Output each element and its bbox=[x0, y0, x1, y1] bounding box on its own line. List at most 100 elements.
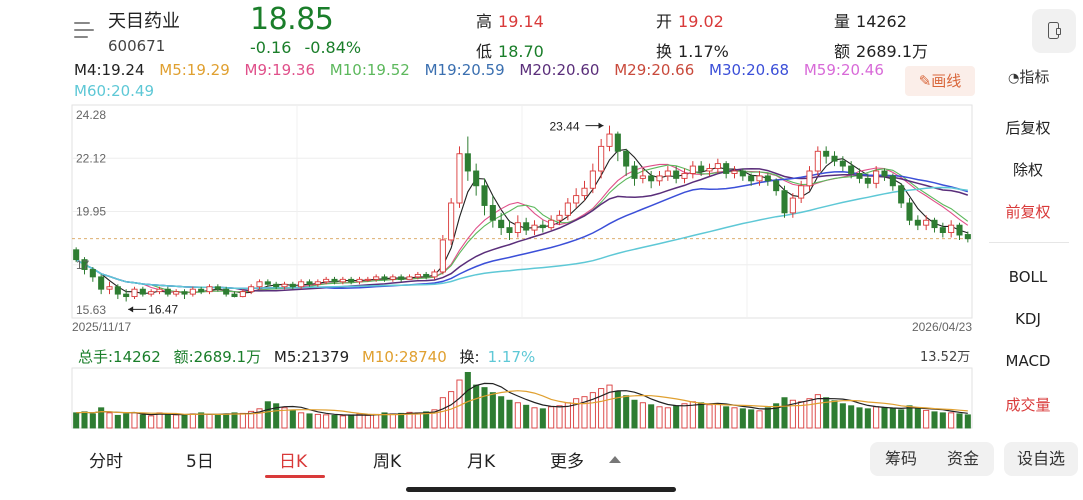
candle-body bbox=[223, 288, 230, 295]
candle bbox=[173, 289, 180, 297]
volume-panel-frame bbox=[71, 367, 973, 429]
caret-up-icon[interactable] bbox=[609, 456, 621, 463]
volume-bar bbox=[748, 409, 755, 429]
candle-body bbox=[214, 286, 221, 290]
volume-bar bbox=[114, 414, 121, 429]
candle bbox=[514, 215, 521, 238]
landscape-toggle-button[interactable] bbox=[1032, 9, 1076, 53]
indicator-button[interactable]: ◔指标 bbox=[1008, 66, 1049, 87]
low-annotation: 16.47 bbox=[148, 302, 178, 316]
candle-body bbox=[456, 153, 463, 204]
volume-turnover: 换: 1.17% bbox=[460, 348, 544, 366]
candle bbox=[214, 284, 221, 292]
volume-bars bbox=[73, 371, 971, 429]
x-start-date: 2025/11/17 bbox=[72, 320, 131, 334]
side-item-ex-rights[interactable]: 除权 bbox=[1012, 161, 1043, 179]
volume-bar bbox=[631, 399, 638, 429]
candle bbox=[414, 271, 421, 280]
volume-bar bbox=[439, 397, 446, 429]
volume-bar bbox=[864, 408, 871, 429]
tab-more[interactable]: 更多 bbox=[550, 452, 584, 472]
candle bbox=[889, 173, 896, 191]
volume-bar bbox=[506, 399, 513, 429]
turnover-value: 1.17% bbox=[678, 42, 729, 61]
y-tick-label: 17 bbox=[76, 258, 90, 272]
candle bbox=[598, 138, 605, 179]
candle bbox=[931, 217, 938, 233]
candle bbox=[823, 146, 830, 164]
candle-body bbox=[548, 219, 555, 229]
candle-body bbox=[848, 165, 855, 174]
side-item-post-adjust[interactable]: 后复权 bbox=[1005, 119, 1051, 137]
candle bbox=[264, 279, 271, 287]
tab-5day[interactable]: 5日 bbox=[186, 452, 214, 472]
high-arrow-head bbox=[598, 122, 604, 129]
candle bbox=[806, 166, 813, 191]
candle bbox=[464, 136, 471, 181]
side-item-volume[interactable]: 成交量 bbox=[1005, 396, 1051, 414]
candle bbox=[689, 161, 696, 179]
candle-body bbox=[839, 160, 846, 167]
kline-chart[interactable]: 24.28 22.12 19.95 17 15.63 2025/11/17 2026/04/… bbox=[0, 0, 985, 436]
draw-line-button[interactable]: ✎画线 bbox=[905, 66, 975, 96]
tab-daily-k[interactable]: 日K bbox=[279, 452, 308, 472]
volume-bar bbox=[331, 414, 338, 429]
ma-legend-m20: M20:20.60 bbox=[519, 61, 600, 79]
volume-bar bbox=[481, 387, 488, 429]
candle bbox=[606, 125, 613, 152]
candle-body bbox=[856, 173, 863, 179]
volume-turnover-prefix: 换: bbox=[459, 348, 480, 366]
volume-turnover-value: 1.17% bbox=[487, 348, 536, 366]
candle bbox=[348, 276, 355, 285]
open-value: 19.02 bbox=[678, 12, 724, 31]
candle-body bbox=[881, 170, 888, 177]
volume-bar bbox=[131, 412, 138, 429]
candle bbox=[389, 274, 396, 282]
volume-bar bbox=[823, 397, 830, 429]
volume-bar bbox=[814, 394, 821, 429]
candle bbox=[314, 279, 321, 287]
capital-button[interactable]: 资金 bbox=[946, 449, 979, 468]
amount-stat: 额 2689.1万 bbox=[834, 38, 928, 62]
side-item-macd[interactable]: MACD bbox=[1005, 352, 1051, 370]
candle-body bbox=[948, 224, 955, 234]
low-label: 低 bbox=[476, 42, 493, 61]
add-watchlist-button[interactable]: 设自选 bbox=[1004, 442, 1078, 476]
candle-body bbox=[139, 288, 146, 295]
candle bbox=[431, 269, 438, 280]
candle bbox=[856, 168, 863, 184]
candle-body bbox=[323, 278, 330, 283]
candle-body bbox=[556, 214, 563, 221]
candle bbox=[798, 180, 805, 204]
side-item-boll[interactable]: BOLL bbox=[1008, 268, 1048, 286]
candle bbox=[439, 235, 446, 275]
menu-icon[interactable] bbox=[74, 20, 96, 40]
candle bbox=[231, 291, 238, 298]
tab-intraday[interactable]: 分时 bbox=[89, 452, 123, 472]
candle-body bbox=[748, 175, 755, 182]
volume-max-label: 13.52万 bbox=[920, 350, 971, 365]
candle bbox=[81, 257, 88, 275]
amount-value: 2689.1万 bbox=[856, 42, 929, 61]
ma-legend-m19: M19:20.59 bbox=[424, 61, 505, 79]
candle bbox=[739, 168, 746, 181]
candle-body bbox=[473, 170, 480, 187]
candle-body bbox=[956, 224, 963, 236]
tab-monthly-k[interactable]: 月K bbox=[467, 452, 496, 472]
chips-button[interactable]: 筹码 bbox=[884, 449, 917, 468]
volume-bar bbox=[764, 407, 771, 429]
open-label: 开 bbox=[656, 12, 673, 31]
volume-bar bbox=[181, 414, 188, 429]
candle-body bbox=[664, 170, 671, 177]
side-item-pre-adjust[interactable]: 前复权 bbox=[1005, 203, 1051, 221]
candle-body bbox=[448, 202, 455, 241]
home-indicator bbox=[406, 487, 676, 492]
ma-legend: M4:19.24 M5:19.29 M9:19.36 M10:19.52 M19… bbox=[74, 61, 894, 79]
tab-weekly-k[interactable]: 周K bbox=[373, 452, 402, 472]
candle bbox=[873, 166, 880, 189]
side-item-kdj[interactable]: KDJ bbox=[1015, 310, 1041, 328]
volume-bar bbox=[348, 414, 355, 429]
ma-legend-m59: M59:20.46 bbox=[803, 61, 884, 79]
candle bbox=[556, 210, 563, 226]
ma-legend-m29: M29:20.66 bbox=[614, 61, 695, 79]
